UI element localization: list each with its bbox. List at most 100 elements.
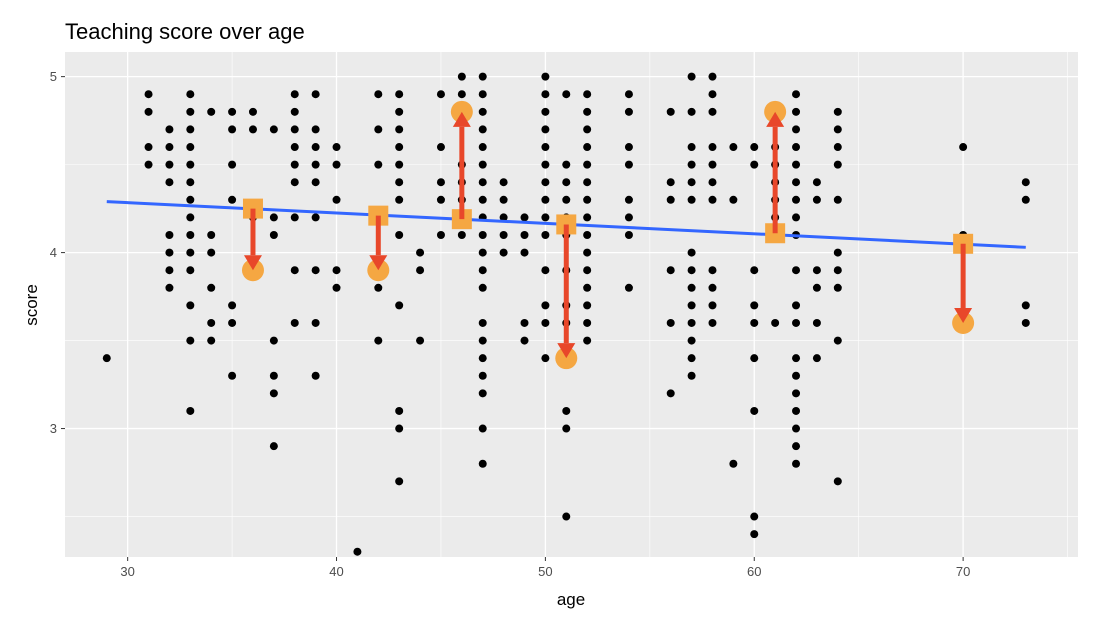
data-point xyxy=(478,266,487,275)
data-point xyxy=(687,318,696,327)
data-point xyxy=(290,213,299,222)
data-point xyxy=(478,72,487,81)
data-point xyxy=(395,195,404,204)
data-point xyxy=(792,318,801,327)
data-point xyxy=(583,266,592,275)
data-point xyxy=(708,178,717,187)
data-point xyxy=(541,160,550,169)
data-point xyxy=(395,160,404,169)
data-point xyxy=(186,230,195,239)
data-point xyxy=(290,125,299,134)
data-point xyxy=(478,371,487,380)
data-point xyxy=(708,266,717,275)
data-point xyxy=(436,178,445,187)
data-point xyxy=(311,160,320,169)
data-point xyxy=(541,195,550,204)
data-point xyxy=(833,283,842,292)
data-point xyxy=(792,371,801,380)
data-point xyxy=(541,72,550,81)
data-point xyxy=(290,160,299,169)
data-point xyxy=(478,230,487,239)
data-point xyxy=(269,213,278,222)
data-point xyxy=(583,213,592,222)
data-point xyxy=(583,160,592,169)
data-point xyxy=(395,178,404,187)
data-point xyxy=(562,512,571,521)
data-point xyxy=(666,266,675,275)
data-point xyxy=(186,125,195,134)
y-axis-ticks: 3 4 5 xyxy=(50,69,65,436)
residual-arrow-head xyxy=(954,307,973,323)
data-point xyxy=(833,248,842,257)
data-point xyxy=(541,90,550,99)
data-point xyxy=(624,160,633,169)
data-point xyxy=(792,178,801,187)
data-point xyxy=(792,389,801,398)
data-point xyxy=(144,107,153,116)
data-point xyxy=(812,354,821,363)
chart-title: Teaching score over age xyxy=(65,19,305,44)
data-point xyxy=(269,336,278,345)
data-point xyxy=(687,160,696,169)
data-point xyxy=(792,90,801,99)
data-point xyxy=(687,283,696,292)
data-point xyxy=(374,336,383,345)
data-point xyxy=(165,143,174,152)
data-point xyxy=(144,90,153,99)
data-point xyxy=(478,248,487,257)
data-point xyxy=(541,230,550,239)
data-point xyxy=(207,318,216,327)
data-point xyxy=(583,107,592,116)
data-point xyxy=(624,230,633,239)
data-point xyxy=(833,160,842,169)
data-point xyxy=(562,424,571,433)
data-point xyxy=(228,125,237,134)
data-point xyxy=(583,125,592,134)
residual-arrow-head xyxy=(557,343,576,359)
data-point xyxy=(624,283,633,292)
data-point xyxy=(562,195,571,204)
data-point xyxy=(186,160,195,169)
data-point xyxy=(436,90,445,99)
data-point xyxy=(583,230,592,239)
data-point xyxy=(395,301,404,310)
data-point xyxy=(792,442,801,451)
data-point xyxy=(520,318,529,327)
data-point xyxy=(666,178,675,187)
x-axis-ticks: 30 40 50 60 70 xyxy=(120,557,970,579)
data-point xyxy=(541,301,550,310)
data-point xyxy=(478,459,487,468)
x-tick-label: 50 xyxy=(538,564,552,579)
data-point xyxy=(499,178,508,187)
data-point xyxy=(395,477,404,486)
data-point xyxy=(269,442,278,451)
data-point xyxy=(290,143,299,152)
data-point xyxy=(624,195,633,204)
data-point xyxy=(687,195,696,204)
data-point xyxy=(959,143,968,152)
data-point xyxy=(228,195,237,204)
data-point xyxy=(186,213,195,222)
highlighted-residuals xyxy=(241,100,975,370)
data-point xyxy=(583,336,592,345)
data-point xyxy=(833,143,842,152)
data-point xyxy=(750,406,759,415)
data-point xyxy=(624,90,633,99)
data-point xyxy=(833,125,842,134)
data-point xyxy=(186,406,195,415)
data-point xyxy=(729,459,738,468)
data-point xyxy=(583,318,592,327)
data-point xyxy=(583,178,592,187)
data-point xyxy=(541,354,550,363)
data-point xyxy=(478,424,487,433)
data-point xyxy=(750,143,759,152)
data-point xyxy=(228,371,237,380)
data-point xyxy=(792,107,801,116)
data-point xyxy=(583,301,592,310)
data-point xyxy=(520,213,529,222)
data-point xyxy=(374,125,383,134)
x-tick-label: 30 xyxy=(120,564,134,579)
data-point xyxy=(771,318,780,327)
data-point xyxy=(186,301,195,310)
data-point xyxy=(833,107,842,116)
